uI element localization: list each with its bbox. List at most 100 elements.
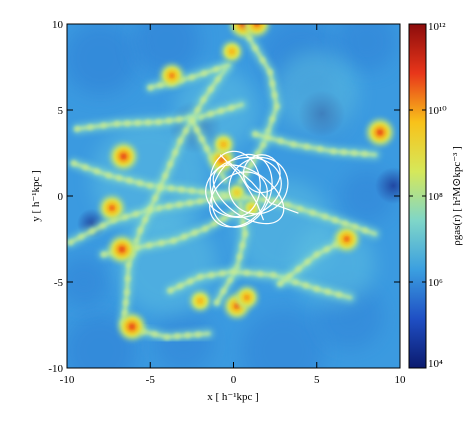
contour-loop	[205, 156, 282, 218]
clump-ring	[222, 143, 225, 146]
x-tick-label: 10	[395, 374, 407, 386]
clump	[110, 142, 138, 170]
clump	[235, 286, 258, 309]
filament-bead	[284, 201, 291, 209]
filament-bead	[266, 68, 274, 76]
filament-bead	[157, 81, 164, 89]
clump	[160, 63, 184, 88]
y-tick-label: -5	[54, 277, 64, 289]
filament-bead	[214, 75, 222, 83]
contour-loop	[209, 150, 261, 218]
filament-bead	[82, 164, 89, 171]
filament-bead	[182, 127, 190, 134]
filament-bead	[260, 141, 267, 148]
filament-bead	[188, 74, 196, 81]
clump-ring	[235, 191, 239, 194]
colorbar-tick-label: 10⁴	[428, 358, 443, 370]
filament-bead	[197, 273, 204, 281]
filament-bead	[188, 117, 196, 124]
filament-bead	[269, 80, 276, 87]
filament-bead	[180, 233, 188, 240]
filament-bead	[290, 141, 297, 148]
filament-bead	[176, 116, 183, 123]
filament-bead	[144, 119, 152, 126]
filament-bead	[340, 148, 348, 156]
filament-bead	[115, 174, 123, 182]
filament-bead	[256, 270, 264, 278]
clump	[221, 41, 242, 62]
filament-bead	[217, 107, 225, 115]
clump-ring	[130, 325, 134, 329]
clump-ring	[245, 296, 249, 299]
filament-bead	[121, 213, 129, 221]
filament-bead	[162, 172, 169, 179]
colorbar-tick-label: 10¹²	[428, 21, 446, 33]
filament-bead	[184, 332, 191, 339]
filament-bead	[309, 209, 316, 216]
filament-bead	[213, 299, 221, 306]
filament-bead	[124, 275, 131, 282]
filament-bead	[142, 216, 149, 223]
clump-ring	[120, 247, 124, 251]
filament-bead	[177, 282, 184, 290]
background-patch	[241, 309, 326, 368]
filament-bead	[286, 273, 293, 280]
filament-bead	[361, 150, 368, 158]
filament-bead	[220, 215, 228, 222]
clump	[213, 134, 234, 155]
filament-bead	[207, 86, 214, 93]
filament-bead	[163, 333, 171, 341]
filament-bead	[271, 91, 278, 99]
filament-bead	[93, 168, 101, 175]
filament-bead	[122, 299, 130, 306]
filament-bead	[296, 205, 304, 213]
colorbar-tick-label: 10⁶	[428, 277, 443, 289]
x-tick-label: 5	[314, 374, 320, 386]
clump-ring	[235, 304, 239, 308]
filament-bead	[313, 285, 320, 293]
filament-bead	[167, 185, 175, 192]
contour-line	[219, 154, 265, 221]
background-haze	[275, 51, 359, 135]
filament-bead	[242, 169, 250, 176]
filament-bead	[241, 230, 249, 238]
filament-bead	[178, 186, 185, 193]
filament-bead	[243, 269, 251, 277]
filament-bead	[273, 103, 280, 110]
filament-bead	[323, 246, 330, 253]
background-void	[375, 167, 400, 204]
filament-core	[214, 200, 248, 305]
filament-bead	[158, 239, 165, 247]
filament-bead	[100, 251, 107, 258]
filament-bead	[324, 288, 332, 295]
clump-ring	[345, 237, 349, 241]
plot-area: -10 -5 0 5 10 -10 -5 0 5 10 x [ h⁻¹kpc ] y [ h⁻¹…	[30, 19, 407, 403]
filament-bead	[251, 44, 259, 52]
filament-bead	[303, 143, 310, 150]
x-tick-label: -5	[146, 374, 156, 386]
filament-bead	[188, 187, 196, 195]
clump-ring	[230, 50, 234, 53]
filament-bead	[147, 182, 154, 189]
filament-bead	[167, 287, 174, 294]
filament-bead	[100, 122, 107, 129]
filament-bead	[67, 239, 74, 246]
filament-bead	[198, 136, 206, 143]
filament-bead	[187, 278, 194, 285]
filament-bead	[197, 197, 204, 205]
filament-bead	[113, 120, 121, 127]
filament-bead	[147, 205, 154, 213]
filament-bead	[251, 130, 259, 138]
clump	[190, 290, 211, 311]
filament-bead	[172, 149, 179, 156]
clump	[366, 118, 394, 146]
filaments	[67, 24, 381, 343]
clump-ring	[253, 24, 260, 28]
filament-bead	[291, 278, 299, 286]
filament-bead	[123, 289, 131, 296]
filament-bead	[194, 331, 202, 338]
filament-bead	[239, 242, 246, 249]
filament-bead	[152, 194, 159, 202]
filament-bead	[200, 70, 208, 77]
